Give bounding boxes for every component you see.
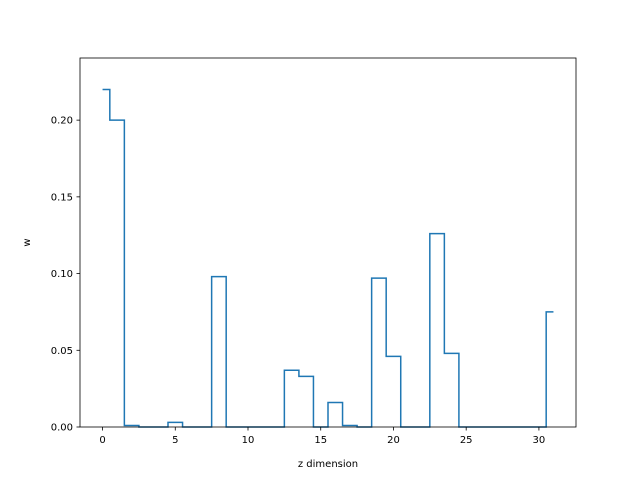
- x-tick-label: 5: [172, 435, 178, 446]
- y-tick-label: 0.10: [51, 269, 73, 280]
- x-axis-label: z dimension: [298, 459, 358, 470]
- x-axis-ticks: 0 5 10 15 20 25 30: [99, 427, 545, 446]
- x-tick-label: 15: [314, 435, 327, 446]
- y-tick-label: 0.00: [51, 423, 73, 434]
- y-tick-label: 0.05: [51, 346, 73, 357]
- y-tick-label: 0.20: [51, 116, 73, 127]
- axes-frame: [79, 57, 577, 428]
- x-tick-label: 20: [387, 435, 400, 446]
- x-tick-label: 10: [242, 435, 255, 446]
- x-tick-label: 30: [533, 435, 546, 446]
- x-tick-label: 25: [460, 435, 473, 446]
- y-axis-label: w: [22, 238, 33, 246]
- y-tick-label: 0.15: [51, 192, 73, 203]
- x-tick-label: 0: [99, 435, 105, 446]
- y-axis-ticks: 0.00 0.05 0.10 0.15 0.20: [51, 116, 80, 434]
